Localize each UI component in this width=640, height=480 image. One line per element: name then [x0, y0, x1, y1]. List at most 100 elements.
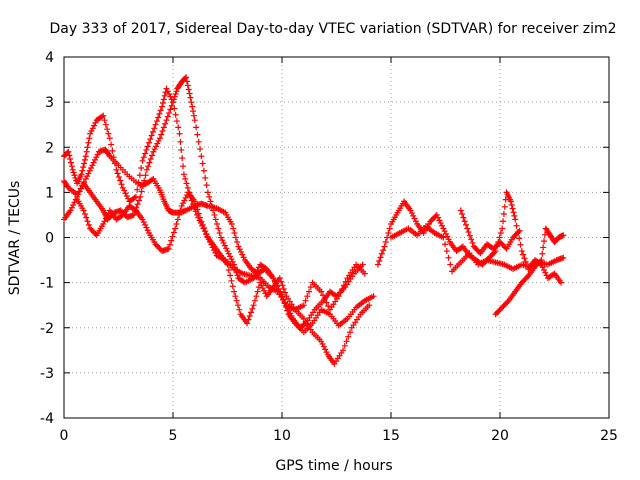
data-point — [147, 136, 154, 143]
data-point — [500, 211, 507, 218]
data-point — [376, 257, 383, 264]
data-point — [262, 265, 269, 272]
data-point — [508, 202, 515, 209]
y-tick-label: -2 — [40, 321, 54, 337]
data-point — [150, 148, 157, 155]
data-point — [159, 128, 166, 135]
data-point — [443, 248, 450, 255]
data-point — [148, 132, 155, 139]
data-point — [437, 220, 444, 227]
data-point — [381, 243, 388, 250]
data-point — [168, 237, 175, 244]
data-point — [149, 176, 156, 183]
data-point — [216, 229, 223, 236]
series-track-4 — [74, 189, 368, 327]
data-point — [183, 78, 190, 85]
data-point — [171, 93, 178, 100]
data-point — [511, 212, 518, 219]
data-point — [194, 206, 201, 213]
data-point — [115, 174, 122, 181]
data-point — [90, 159, 97, 166]
data-point — [236, 306, 243, 313]
y-tick-label: 0 — [45, 231, 54, 247]
data-point — [172, 225, 179, 232]
data-point — [220, 239, 227, 246]
data-point — [250, 275, 257, 282]
data-point — [173, 88, 180, 95]
data-point — [93, 154, 100, 161]
data-point — [500, 303, 507, 310]
y-axis-label: SDTVAR / TECUs — [7, 181, 23, 296]
data-point — [86, 135, 93, 142]
data-point — [332, 292, 339, 299]
axis-ticks: 0 5 10 15 20 25 -4 -3 -2 -1 0 1 2 3 4 — [40, 50, 618, 444]
data-point — [68, 204, 75, 211]
data-point — [231, 261, 238, 268]
data-point — [83, 148, 90, 155]
data-point — [517, 241, 524, 248]
data-point — [224, 248, 231, 255]
data-point — [301, 321, 308, 328]
data-point — [428, 217, 435, 224]
data-point — [472, 244, 479, 251]
chart-title: Day 333 of 2017, Sidereal Day-to-day VTE… — [50, 21, 617, 37]
series-track-8 — [457, 207, 523, 257]
data-point — [524, 274, 531, 281]
data-point — [181, 197, 188, 204]
data-point — [130, 211, 137, 218]
data-point — [494, 241, 501, 248]
data-point — [445, 254, 452, 261]
data-point — [197, 214, 204, 221]
data-point — [137, 193, 144, 200]
data-point — [496, 307, 503, 314]
data-point — [501, 301, 508, 308]
data-point — [92, 119, 99, 126]
data-point — [512, 216, 519, 223]
data-point — [80, 164, 87, 171]
data-point — [156, 135, 163, 142]
data-point — [285, 307, 292, 314]
data-point — [233, 297, 240, 304]
data-point — [246, 313, 253, 320]
data-point — [229, 283, 236, 290]
data-point — [202, 228, 209, 235]
data-point — [159, 103, 166, 110]
data-point — [435, 214, 442, 221]
data-point — [143, 224, 150, 231]
data-point — [204, 189, 211, 196]
data-point — [377, 254, 384, 261]
data-point — [407, 207, 414, 214]
data-point — [276, 275, 283, 282]
data-point — [240, 254, 247, 261]
data-point — [245, 316, 252, 323]
data-point — [491, 244, 498, 251]
data-point — [144, 143, 151, 150]
data-point — [106, 135, 113, 142]
data-point — [323, 299, 330, 306]
data-point — [540, 244, 547, 251]
data-point — [347, 329, 354, 336]
data-point — [176, 211, 183, 218]
data-point — [386, 225, 393, 232]
data-point — [522, 275, 529, 282]
data-point — [149, 128, 156, 135]
data-point — [144, 227, 151, 234]
data-point — [231, 288, 238, 295]
data-point — [183, 74, 190, 81]
data-point — [432, 213, 439, 220]
data-point — [199, 221, 206, 228]
data-point — [366, 302, 373, 309]
data-point — [197, 146, 204, 153]
data-point — [175, 124, 182, 131]
data-point — [232, 293, 239, 300]
data-point — [154, 140, 161, 147]
data-point — [118, 212, 125, 219]
data-point — [193, 202, 200, 209]
data-point — [176, 130, 183, 137]
data-point — [319, 292, 326, 299]
data-point — [447, 261, 454, 268]
data-point — [232, 266, 239, 273]
data-point — [283, 302, 290, 309]
data-point — [516, 227, 523, 234]
data-point — [160, 124, 167, 131]
